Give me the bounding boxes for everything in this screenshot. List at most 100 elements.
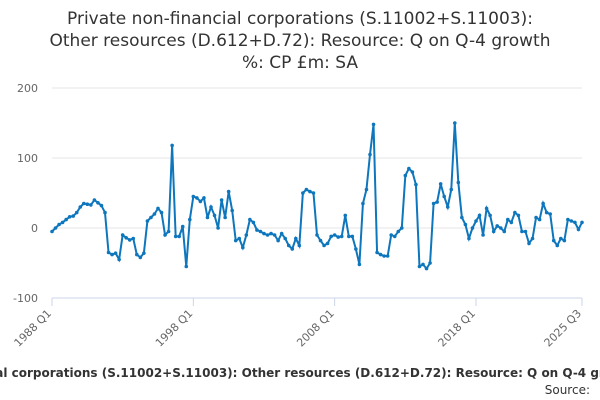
data-point xyxy=(417,264,422,269)
chart-title: %: CP £m: SA xyxy=(242,53,358,73)
data-point xyxy=(392,234,397,239)
data-point xyxy=(502,229,507,234)
data-point xyxy=(350,234,355,239)
data-point xyxy=(219,198,224,202)
data-point xyxy=(354,247,358,251)
data-point xyxy=(477,213,482,218)
data-point xyxy=(290,247,295,251)
data-point xyxy=(255,228,259,232)
data-point xyxy=(269,231,273,236)
data-point xyxy=(216,226,220,230)
data-point xyxy=(110,252,114,257)
data-point xyxy=(60,220,65,225)
data-point xyxy=(170,143,174,148)
data-point xyxy=(57,222,61,227)
data-point xyxy=(188,217,192,222)
data-point xyxy=(400,226,404,230)
data-point xyxy=(364,187,369,192)
data-point xyxy=(131,236,136,241)
footer: Private non-financial corporations (S.11… xyxy=(0,366,600,380)
data-point xyxy=(272,233,277,237)
data-point xyxy=(297,243,302,248)
data-point xyxy=(276,238,280,243)
data-point xyxy=(230,208,234,213)
data-point xyxy=(50,229,54,234)
data-point xyxy=(177,234,181,239)
data-point xyxy=(241,245,245,250)
data-point xyxy=(318,238,323,243)
data-point xyxy=(566,217,570,222)
chart-title: Other resources (D.612+D.72): Resource: … xyxy=(50,31,551,51)
data-point xyxy=(544,210,549,215)
data-point xyxy=(329,234,333,239)
data-point xyxy=(71,214,75,218)
data-point xyxy=(488,213,492,218)
data-point xyxy=(184,264,189,269)
data-point xyxy=(442,194,447,199)
data-point xyxy=(548,212,552,216)
data-point xyxy=(378,252,383,257)
data-point xyxy=(474,219,478,223)
data-point xyxy=(576,227,581,232)
data-point xyxy=(138,255,143,260)
data-point xyxy=(424,266,429,271)
data-point xyxy=(244,233,249,237)
data-point xyxy=(120,233,125,237)
data-point xyxy=(347,234,351,239)
data-point xyxy=(569,219,574,223)
data-point xyxy=(135,252,139,257)
data-point xyxy=(142,251,146,255)
data-point xyxy=(233,238,238,243)
data-point xyxy=(265,233,270,237)
data-point xyxy=(315,233,319,237)
data-point xyxy=(113,251,118,255)
data-point xyxy=(64,217,68,222)
y-tick-label: 200 xyxy=(17,82,38,95)
data-point xyxy=(456,180,461,185)
data-point xyxy=(562,238,567,243)
data-point xyxy=(573,220,577,225)
y-tick-label: -100 xyxy=(13,292,38,305)
data-point xyxy=(534,215,538,220)
data-point xyxy=(495,224,500,228)
data-point xyxy=(382,254,386,258)
data-point xyxy=(124,236,128,240)
data-point xyxy=(82,201,86,206)
data-point xyxy=(385,254,390,258)
data-point xyxy=(223,215,227,220)
data-point xyxy=(431,201,436,206)
data-point xyxy=(149,215,153,220)
data-point xyxy=(470,226,475,230)
data-point xyxy=(262,231,266,236)
data-point xyxy=(99,203,104,208)
data-point xyxy=(92,198,97,202)
data-point xyxy=(463,222,468,227)
data-point xyxy=(527,241,531,246)
data-point xyxy=(53,226,58,230)
data-point xyxy=(195,196,199,200)
data-point xyxy=(286,243,291,248)
data-point xyxy=(152,212,157,216)
data-point xyxy=(166,229,171,234)
data-point xyxy=(212,213,217,218)
data-point xyxy=(251,220,256,225)
data-point xyxy=(301,191,305,195)
data-point xyxy=(407,166,411,171)
data-point xyxy=(237,236,242,241)
data-point xyxy=(339,234,344,239)
data-point xyxy=(491,229,496,234)
data-point xyxy=(74,210,79,215)
data-point xyxy=(371,122,376,127)
data-point xyxy=(209,205,213,209)
chart-title: Private non-financial corporations (S.11… xyxy=(67,9,533,29)
data-point xyxy=(414,182,418,187)
data-point xyxy=(127,238,132,242)
data-point xyxy=(438,182,443,186)
data-point xyxy=(484,206,489,211)
source: Source: xyxy=(545,383,590,397)
data-point xyxy=(332,233,337,237)
data-point xyxy=(357,262,362,267)
data-point xyxy=(551,238,556,243)
data-point xyxy=(453,121,457,125)
